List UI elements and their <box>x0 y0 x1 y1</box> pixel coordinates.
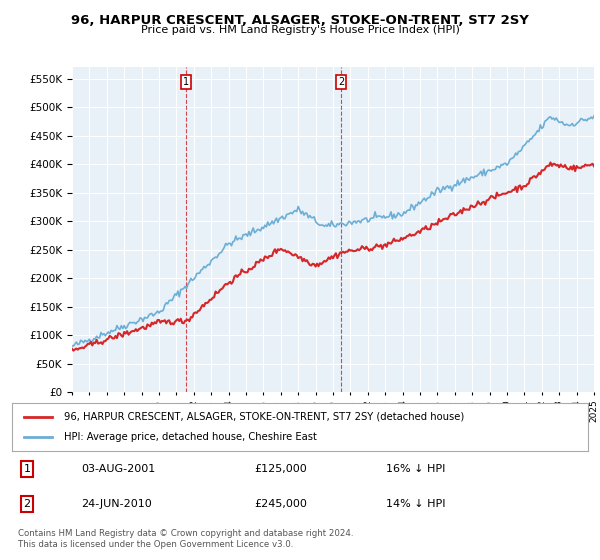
Text: Price paid vs. HM Land Registry's House Price Index (HPI): Price paid vs. HM Land Registry's House … <box>140 25 460 35</box>
Text: 96, HARPUR CRESCENT, ALSAGER, STOKE-ON-TRENT, ST7 2SY: 96, HARPUR CRESCENT, ALSAGER, STOKE-ON-T… <box>71 14 529 27</box>
Text: 2: 2 <box>338 77 344 87</box>
Text: £245,000: £245,000 <box>254 499 307 509</box>
Text: Contains HM Land Registry data © Crown copyright and database right 2024.
This d: Contains HM Land Registry data © Crown c… <box>18 529 353 549</box>
Text: 14% ↓ HPI: 14% ↓ HPI <box>386 499 446 509</box>
Text: £125,000: £125,000 <box>254 464 307 474</box>
Text: 1: 1 <box>23 464 31 474</box>
Text: 16% ↓ HPI: 16% ↓ HPI <box>386 464 446 474</box>
Text: 96, HARPUR CRESCENT, ALSAGER, STOKE-ON-TRENT, ST7 2SY (detached house): 96, HARPUR CRESCENT, ALSAGER, STOKE-ON-T… <box>64 412 464 422</box>
Text: 2: 2 <box>23 499 31 509</box>
Text: 24-JUN-2010: 24-JUN-2010 <box>81 499 152 509</box>
Text: 03-AUG-2001: 03-AUG-2001 <box>81 464 155 474</box>
Text: HPI: Average price, detached house, Cheshire East: HPI: Average price, detached house, Ches… <box>64 432 317 442</box>
Text: 1: 1 <box>184 77 190 87</box>
